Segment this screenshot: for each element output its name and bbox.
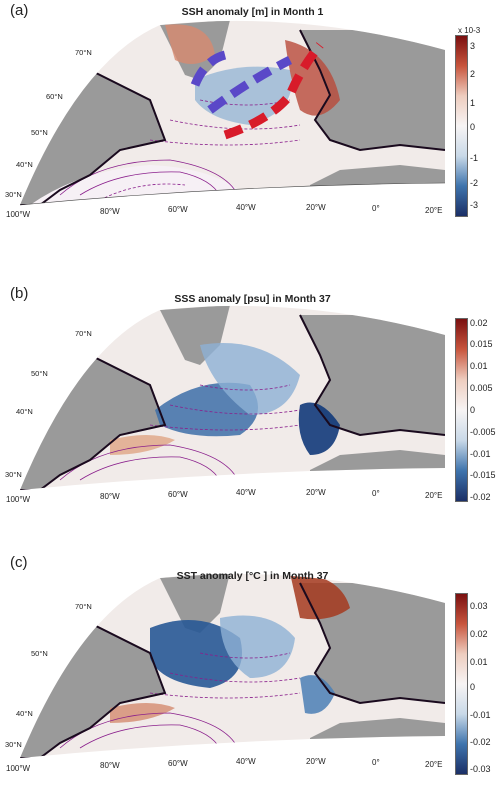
lon-label: 40°W bbox=[236, 757, 256, 766]
cbar-tick: 0.005 bbox=[470, 383, 493, 393]
cbar-tick: -3 bbox=[470, 200, 479, 210]
cbar-tick: -0.02 bbox=[470, 492, 491, 502]
lon-label: 60°W bbox=[168, 490, 188, 499]
lon-label: 20°E bbox=[425, 491, 443, 500]
coast-outline bbox=[20, 29, 445, 206]
cbar-tick: -0.03 bbox=[470, 764, 491, 774]
land-europe bbox=[300, 30, 445, 150]
arrow-red bbox=[223, 42, 324, 140]
cbar-tick: 0 bbox=[470, 405, 476, 415]
lon-label: 80°W bbox=[100, 492, 120, 501]
map-title: SSS anomaly [psu] in Month 37 bbox=[174, 293, 331, 305]
anomaly-blue-subpolar bbox=[150, 620, 242, 688]
lat-label: 70°N bbox=[75, 48, 92, 57]
cbar-tick: -0.005 bbox=[470, 427, 496, 437]
lon-label: 60°W bbox=[168, 205, 188, 214]
lat-label: 70°N bbox=[75, 602, 92, 611]
cbar-tick: 2 bbox=[470, 69, 476, 79]
lat-label: 60°N bbox=[46, 92, 63, 101]
map-ssh bbox=[19, 20, 446, 206]
lat-label: 30°N bbox=[5, 190, 22, 199]
arrow-blue-2 bbox=[190, 50, 227, 87]
land-europe bbox=[300, 315, 445, 435]
panel-c: (c) SST anomaly [°C ] in Month bbox=[0, 528, 500, 791]
cbar-tick: -0.01 bbox=[470, 449, 491, 459]
panel-b: (b) SSS anomaly [psu] in Month 37 bbox=[0, 265, 500, 528]
cbar-tick: 0.03 bbox=[470, 601, 488, 611]
anomaly-blue-central bbox=[200, 343, 300, 415]
lon-label: 40°W bbox=[236, 488, 256, 497]
lon-label: 0° bbox=[372, 204, 380, 213]
cbar-tick: 0 bbox=[470, 122, 476, 132]
map-title: SST anomaly [°C ] in Month 37 bbox=[176, 570, 329, 582]
lon-label: 100°W bbox=[6, 495, 31, 504]
colorbar bbox=[455, 593, 468, 775]
colorbar bbox=[455, 35, 468, 217]
colorbar-exponent: x 10-3 bbox=[458, 26, 481, 35]
cbar-tick: -1 bbox=[470, 153, 479, 163]
cbar-tick: 0.02 bbox=[470, 629, 488, 639]
cbar-tick: 3 bbox=[470, 41, 476, 51]
lon-label: 0° bbox=[372, 758, 380, 767]
cbar-tick: 1 bbox=[470, 98, 476, 108]
lat-label: 70°N bbox=[75, 329, 92, 338]
lon-label: 80°W bbox=[100, 207, 120, 216]
lon-label: 80°W bbox=[100, 761, 120, 770]
lon-label: 100°W bbox=[6, 764, 31, 773]
lon-label: 40°W bbox=[236, 203, 256, 212]
anomaly-red-shelf bbox=[110, 435, 175, 455]
anomaly-red-east bbox=[285, 40, 340, 116]
lon-label: 20°W bbox=[306, 757, 326, 766]
lon-label: 20°W bbox=[306, 488, 326, 497]
anomaly-blue-east bbox=[298, 402, 340, 455]
anomaly-blue bbox=[195, 66, 292, 125]
cbar-tick: 0.02 bbox=[470, 318, 488, 328]
panel-a: (a) bbox=[0, 0, 500, 263]
lon-label: 0° bbox=[372, 489, 380, 498]
cbar-tick: -0.015 bbox=[470, 470, 496, 480]
lon-label: 20°W bbox=[306, 203, 326, 212]
panel-label: (b) bbox=[10, 285, 29, 302]
lat-label: 50°N bbox=[31, 128, 48, 137]
land-greenland bbox=[160, 573, 230, 633]
anomaly-red-shelf bbox=[110, 703, 175, 723]
cbar-tick: 0.01 bbox=[470, 361, 488, 371]
anomaly-blue-central bbox=[220, 615, 295, 678]
lon-label: 60°W bbox=[168, 759, 188, 768]
lat-label: 30°N bbox=[5, 470, 22, 479]
cbar-tick: 0.01 bbox=[470, 657, 488, 667]
lat-label: 50°N bbox=[31, 369, 48, 378]
anomaly-red-north bbox=[290, 573, 350, 620]
cbar-tick: -0.01 bbox=[470, 710, 491, 720]
lat-label: 40°N bbox=[16, 709, 33, 718]
lon-label: 20°E bbox=[425, 206, 443, 215]
map-title: SSH anomaly [m] in Month 1 bbox=[181, 6, 324, 18]
map-sss bbox=[20, 305, 445, 490]
lat-label: 30°N bbox=[5, 740, 22, 749]
cbar-tick: -0.02 bbox=[470, 737, 491, 747]
cbar-tick: 0 bbox=[470, 682, 476, 692]
cbar-tick: 0.015 bbox=[470, 339, 493, 349]
arrow-blue bbox=[207, 55, 293, 114]
anomaly-blue-east bbox=[300, 675, 335, 714]
lon-label: 100°W bbox=[6, 210, 31, 219]
map-sst bbox=[20, 573, 445, 758]
panel-label: (c) bbox=[10, 554, 28, 571]
lat-label: 40°N bbox=[16, 160, 33, 169]
lon-label: 20°E bbox=[425, 760, 443, 769]
panel-label: (a) bbox=[10, 2, 29, 19]
anomaly-red-west bbox=[165, 24, 215, 64]
lat-label: 50°N bbox=[31, 649, 48, 658]
colorbar bbox=[455, 318, 468, 502]
lat-label: 40°N bbox=[16, 407, 33, 416]
cbar-tick: -2 bbox=[470, 178, 479, 188]
